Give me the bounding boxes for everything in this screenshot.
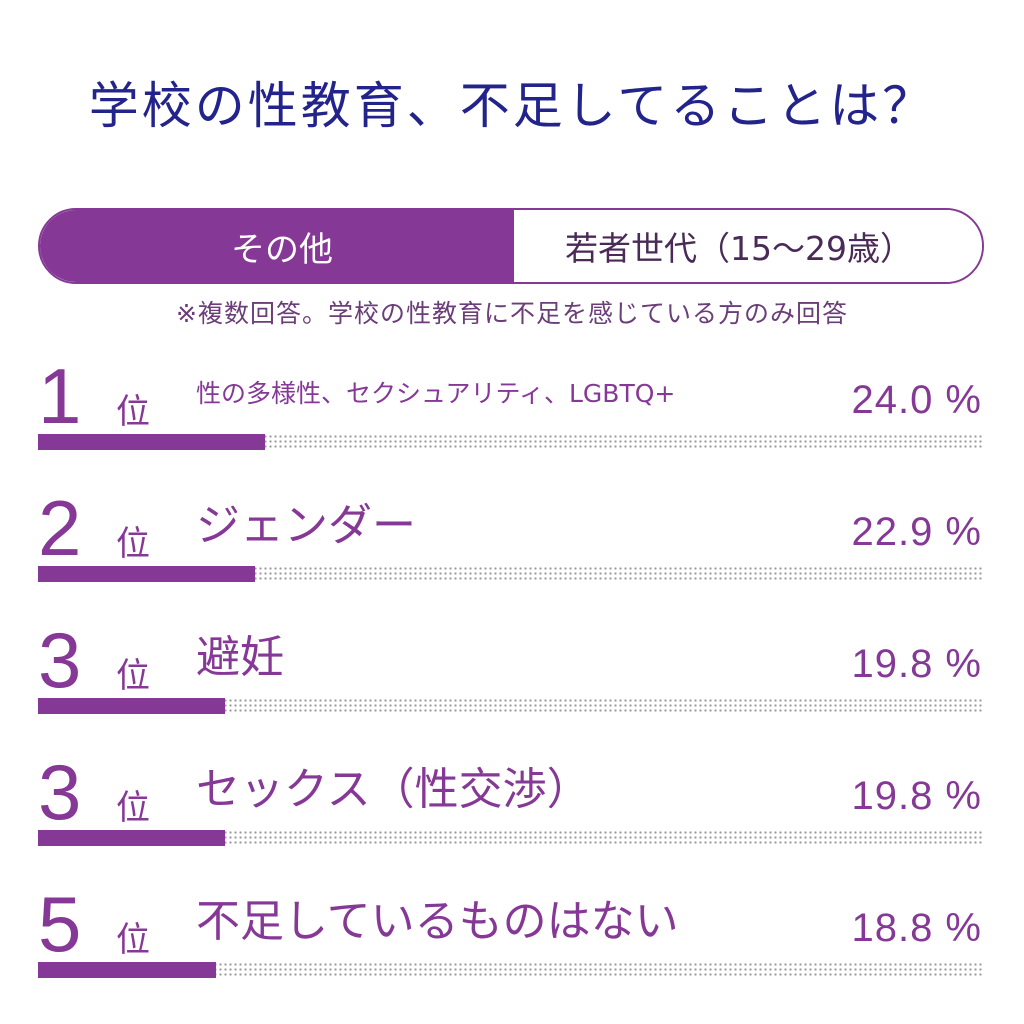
category-label: 不足しているものはない <box>196 896 679 947</box>
bar <box>38 434 266 450</box>
category-label: ジェンダー <box>196 500 416 551</box>
tab-young-generation[interactable]: 若者世代（15～29歳） <box>514 210 982 282</box>
tab-other[interactable]: その他 <box>40 210 514 282</box>
value-label: 22.9 % <box>851 510 982 554</box>
bar <box>38 830 226 846</box>
bar-track <box>38 830 984 846</box>
rank-number: 3 <box>38 616 82 704</box>
value-label: 19.8 % <box>851 774 982 818</box>
bar-track <box>38 698 984 714</box>
category-label: セックス（性交渉） <box>196 764 591 815</box>
rank-suffix: 位 <box>116 788 150 828</box>
rank-number: 1 <box>38 352 82 440</box>
chart-row: 5 位不足しているものはない 18.8 % <box>38 884 988 1004</box>
value-label: 19.8 % <box>851 642 982 686</box>
category-label: 性の多様性、セクシュアリティ、LGBTQ+ <box>196 379 676 408</box>
rank-suffix: 位 <box>116 392 150 432</box>
category-label: 避妊 <box>196 632 284 683</box>
bar-track <box>38 566 984 582</box>
bar-track <box>38 434 984 450</box>
chart-row: 1 位性の多様性、セクシュアリティ、LGBTQ+ 24.0 % <box>38 356 988 476</box>
bar <box>38 566 255 582</box>
footnote: ※複数回答。学校の性教育に不足を感じている方のみ回答 <box>176 299 848 328</box>
chart-row: 3 位セックス（性交渉） 19.8 % <box>38 752 988 872</box>
rank-suffix: 位 <box>116 656 150 696</box>
chart-row: 2 位ジェンダー 22.9 % <box>38 488 988 608</box>
segment-tabs: その他 若者世代（15～29歳） <box>38 208 984 284</box>
rank-suffix: 位 <box>116 524 150 564</box>
rank-number: 5 <box>38 880 82 968</box>
bar <box>38 698 226 714</box>
rank-number: 2 <box>38 484 82 572</box>
chart-row: 3 位避妊 19.8 % <box>38 620 988 740</box>
bar <box>38 962 216 978</box>
page-title: 学校の性教育、不足してることは？ <box>88 77 936 135</box>
value-label: 18.8 % <box>851 906 982 950</box>
bar-track <box>38 962 984 978</box>
rank-suffix: 位 <box>116 920 150 960</box>
rank-number: 3 <box>38 748 82 836</box>
value-label: 24.0 % <box>851 378 982 422</box>
